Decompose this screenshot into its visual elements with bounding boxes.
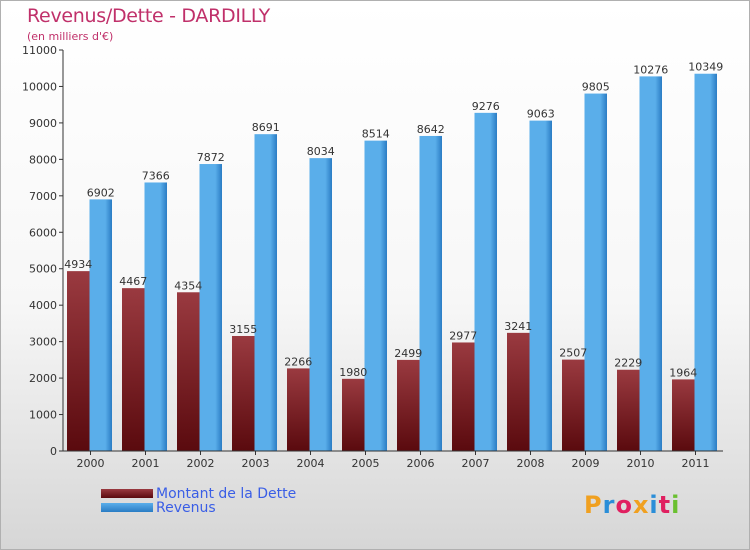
y-tick-label: 3000 [29, 336, 57, 349]
data-label-dette: 2266 [284, 355, 312, 368]
y-tick-label: 1000 [29, 409, 57, 422]
data-label-dette: 4354 [174, 279, 202, 292]
data-label-revenus: 7366 [142, 169, 170, 182]
x-tick-label: 2000 [77, 457, 105, 470]
bar-revenus [639, 76, 662, 451]
bar-revenus [254, 134, 277, 452]
chart-subtitle: (en milliers d'€) [27, 30, 114, 43]
y-tick-label: 10000 [22, 80, 57, 93]
data-label-revenus: 10276 [633, 63, 668, 76]
logo-letter: o [615, 491, 633, 519]
data-label-dette: 2229 [614, 357, 642, 370]
data-label-dette: 2507 [559, 347, 587, 360]
bar-revenus [309, 158, 332, 451]
y-tick-label: 6000 [29, 226, 57, 239]
y-tick-label: 4000 [29, 299, 57, 312]
legend-label-revenus: Revenus [156, 500, 216, 516]
bar-dette [67, 271, 90, 451]
data-label-dette: 3155 [229, 323, 257, 336]
logo-letter: i [671, 491, 681, 519]
data-label-revenus: 10349 [688, 61, 723, 74]
data-label-dette: 1980 [339, 366, 367, 379]
bar-revenus [419, 135, 442, 451]
chart-title: Revenus/Dette - DARDILLY [27, 5, 270, 27]
x-tick-label: 2005 [352, 457, 380, 470]
data-label-revenus: 9276 [472, 100, 500, 113]
x-tick-label: 2002 [187, 457, 215, 470]
y-tick-label: 5000 [29, 263, 57, 276]
data-label-revenus: 8642 [417, 123, 445, 136]
y-tick-label: 8000 [29, 153, 57, 166]
data-label-revenus: 6902 [87, 186, 115, 199]
bar-dette [562, 359, 585, 451]
legend-swatch-revenus [101, 503, 153, 512]
logo-letter: x [632, 491, 650, 519]
x-tick-label: 2008 [517, 457, 545, 470]
logo-letter: P [584, 491, 603, 519]
x-tick-label: 2006 [407, 457, 435, 470]
bar-dette [452, 342, 475, 451]
bar-dette [397, 359, 420, 451]
bar-revenus [474, 112, 497, 452]
y-tick-label: 2000 [29, 372, 57, 385]
bar-dette [617, 369, 640, 451]
bar-revenus [694, 73, 717, 452]
data-label-revenus: 9805 [582, 81, 610, 94]
data-label-revenus: 8691 [252, 121, 280, 134]
bar-dette [122, 288, 145, 451]
data-label-dette: 4934 [64, 258, 92, 271]
legend-label-dette: Montant de la Dette [156, 486, 297, 502]
logo-letter: i [649, 491, 659, 519]
y-tick-label: 7000 [29, 190, 57, 203]
x-tick-label: 2003 [242, 457, 270, 470]
data-label-dette: 3241 [504, 320, 532, 333]
data-label-dette: 4467 [119, 275, 147, 288]
bar-revenus [584, 93, 607, 452]
bar-dette [507, 332, 530, 451]
bar-dette [232, 335, 255, 451]
y-tick-label: 9000 [29, 117, 57, 130]
x-tick-label: 2001 [132, 457, 160, 470]
y-tick-label: 11000 [22, 44, 57, 57]
proxiti-logo: Proxiti [584, 491, 680, 519]
bar-dette [287, 368, 310, 451]
bar-revenus [364, 140, 387, 451]
bar-dette [177, 292, 200, 451]
logo-letter: r [602, 491, 616, 519]
bar-revenus [89, 199, 112, 451]
data-label-dette: 2499 [394, 347, 422, 360]
x-tick-label: 2010 [627, 457, 655, 470]
bar-revenus [199, 164, 222, 451]
bar-revenus [529, 120, 552, 451]
bar-dette [672, 379, 695, 451]
data-label-dette: 1964 [669, 366, 697, 379]
y-tick-label: 0 [50, 445, 57, 458]
bar-revenus [144, 182, 167, 451]
logo-letter: t [658, 491, 672, 519]
data-label-revenus: 9063 [527, 108, 555, 121]
legend-swatch-dette [101, 489, 153, 498]
x-tick-label: 2007 [462, 457, 490, 470]
x-tick-label: 2009 [572, 457, 600, 470]
data-label-revenus: 7872 [197, 151, 225, 164]
x-tick-label: 2004 [297, 457, 325, 470]
bar-dette [342, 378, 365, 451]
x-tick-label: 2011 [682, 457, 710, 470]
data-label-revenus: 8034 [307, 145, 335, 158]
data-label-dette: 2977 [449, 329, 477, 342]
data-label-revenus: 8514 [362, 128, 390, 141]
